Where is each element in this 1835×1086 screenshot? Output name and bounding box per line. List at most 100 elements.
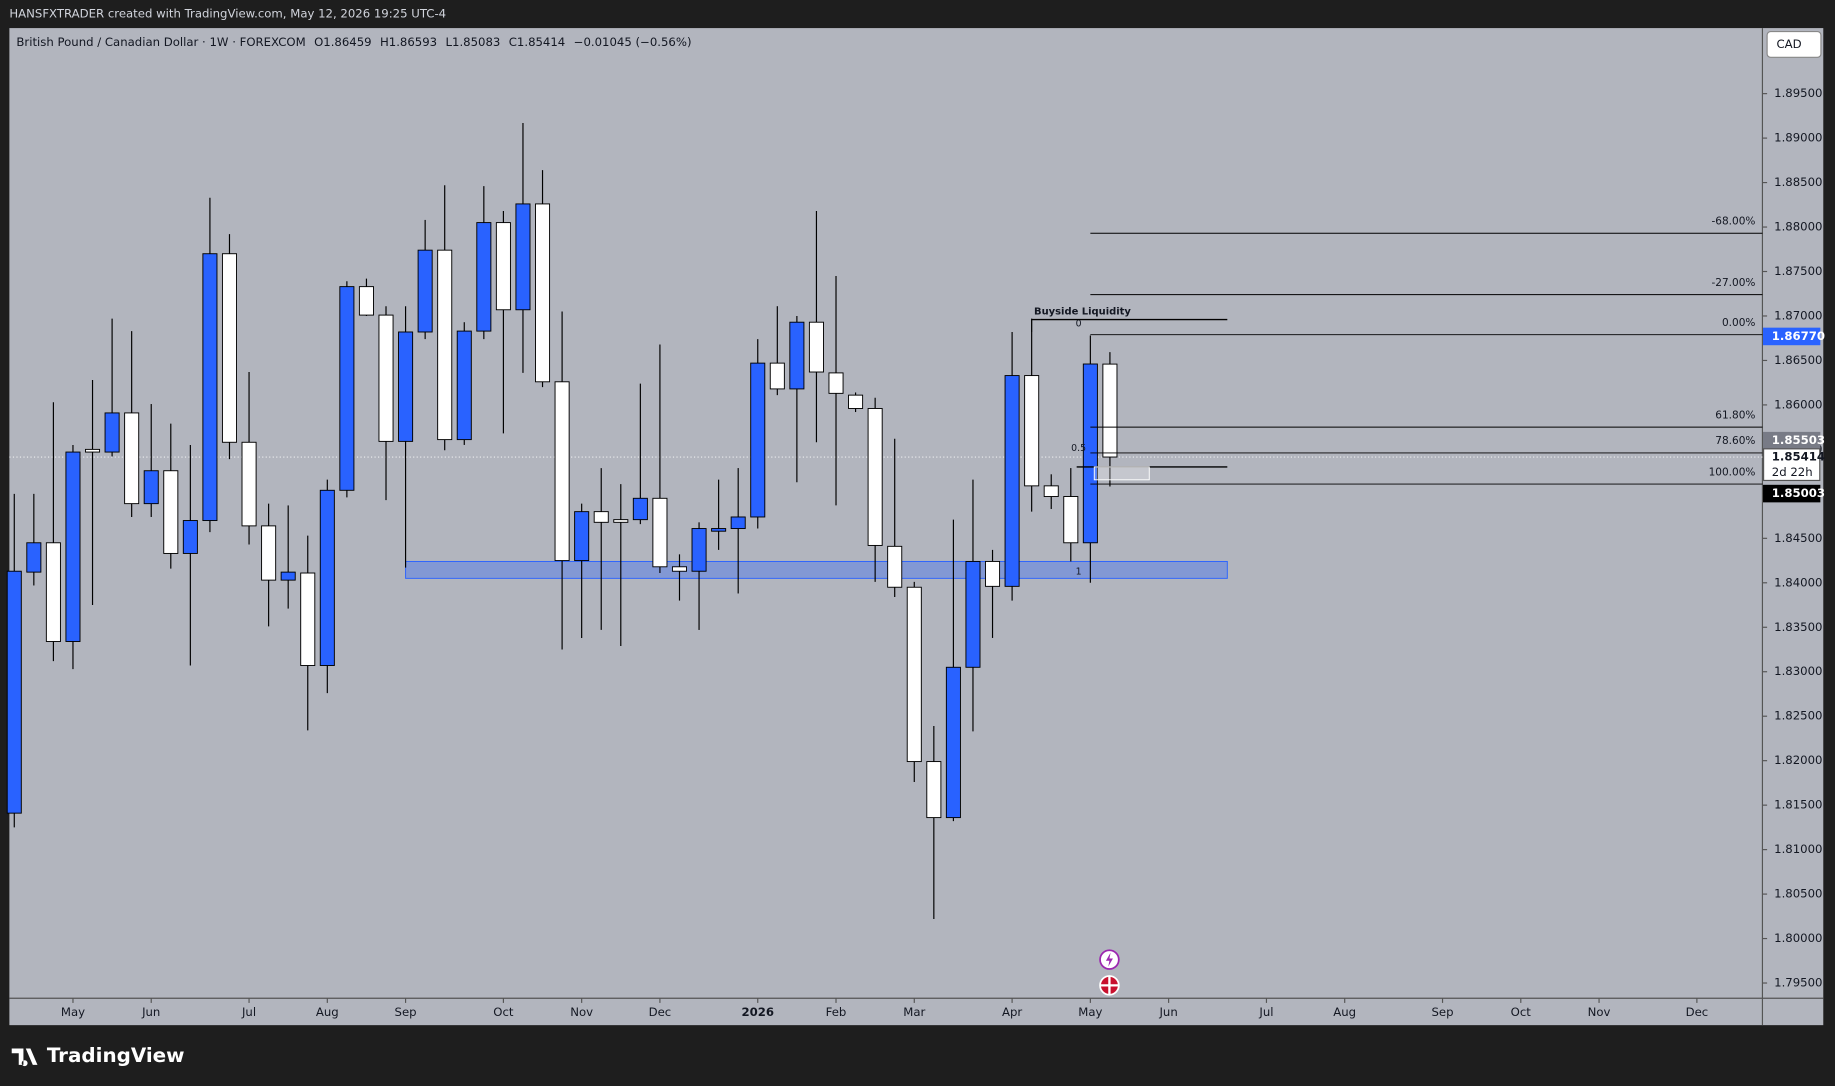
body — [1043, 485, 1059, 497]
legend-close: C1.85414 — [509, 35, 565, 49]
candle — [730, 468, 746, 594]
body — [398, 331, 414, 442]
body — [476, 222, 492, 332]
buyside-label: Buyside Liquidity — [1034, 306, 1131, 317]
candle — [632, 383, 648, 525]
candle — [1004, 331, 1020, 601]
currency-box[interactable] — [1766, 31, 1822, 58]
candle — [1043, 474, 1059, 509]
candle — [261, 503, 277, 627]
y-tick-label: 1.89000 — [1774, 131, 1822, 145]
candle — [554, 311, 570, 650]
x-tick-label: Mar — [903, 1005, 925, 1019]
candle — [1102, 352, 1118, 487]
body — [613, 519, 629, 523]
candle — [143, 404, 159, 517]
candle — [750, 339, 766, 529]
candle — [985, 549, 1001, 638]
candle — [926, 725, 942, 919]
body — [85, 448, 101, 453]
body — [124, 412, 140, 505]
body — [1102, 363, 1118, 458]
candle — [671, 554, 688, 601]
candle — [965, 479, 981, 732]
fib-label: -27.00% — [1712, 277, 1756, 289]
fib-anchor-label: 1 — [1076, 567, 1082, 578]
candle — [202, 197, 218, 533]
y-tick-label: 1.80500 — [1774, 887, 1822, 901]
body — [535, 203, 551, 383]
body — [26, 542, 42, 573]
body — [750, 362, 766, 518]
candle — [85, 380, 101, 606]
candle — [691, 522, 707, 630]
body — [671, 566, 688, 572]
y-tick-label: 1.81500 — [1774, 798, 1822, 812]
body — [554, 381, 570, 562]
body — [1004, 375, 1020, 587]
candle — [378, 306, 394, 501]
body — [104, 412, 120, 453]
body — [867, 408, 883, 546]
body — [945, 666, 961, 819]
candle — [6, 493, 22, 828]
y-tick-label: 1.83500 — [1774, 620, 1822, 634]
candle — [104, 318, 120, 457]
price-tag — [1763, 484, 1821, 503]
candle — [1024, 318, 1040, 512]
candle — [398, 306, 414, 568]
body — [456, 330, 472, 441]
candle — [867, 397, 883, 582]
body — [6, 570, 22, 814]
body — [45, 542, 61, 642]
candle — [574, 503, 590, 638]
candle — [280, 505, 296, 609]
body — [221, 253, 238, 443]
x-tick-label: Sep — [1432, 1005, 1454, 1019]
event-bolt — [1105, 952, 1113, 967]
candle — [124, 331, 140, 517]
candle — [906, 581, 922, 783]
x-tick-label: Sep — [395, 1005, 417, 1019]
body — [515, 203, 531, 311]
y-tick-label: 1.81000 — [1774, 842, 1822, 856]
y-tick-label: 1.83000 — [1774, 664, 1822, 678]
y-tick-label: 1.89500 — [1774, 86, 1822, 100]
currency[interactable]: CAD — [1776, 37, 1801, 51]
candle — [339, 281, 355, 498]
body — [1024, 375, 1040, 487]
body — [495, 222, 511, 311]
legend-low: L1.85083 — [446, 35, 501, 49]
y-tick-label: 1.88000 — [1774, 220, 1822, 234]
body — [691, 528, 707, 572]
body — [828, 372, 844, 394]
body — [339, 286, 355, 491]
body — [769, 362, 785, 390]
x-tick-label: May — [61, 1005, 85, 1019]
x-tick-label: Oct — [493, 1005, 514, 1019]
candle — [182, 444, 198, 666]
y-tick-label: 1.87000 — [1774, 308, 1822, 322]
y-tick-label: 1.82000 — [1774, 753, 1822, 767]
price-tag — [1763, 327, 1821, 346]
candle — [163, 423, 179, 569]
flag-cross — [1100, 975, 1119, 995]
fib-label: 78.60% — [1715, 435, 1755, 447]
logo: TradingView — [11, 1044, 185, 1067]
candle — [593, 468, 609, 630]
x-tick-label: Aug — [1333, 1005, 1356, 1019]
legend-open: O1.86459 — [314, 35, 372, 49]
x-tick-label: 2026 — [741, 1005, 774, 1019]
price-tag-label: 1.85503 — [1772, 433, 1825, 447]
candle — [769, 306, 785, 396]
body — [730, 516, 746, 530]
candle — [476, 186, 492, 340]
body — [711, 528, 727, 532]
candle — [535, 170, 551, 388]
candle — [319, 479, 335, 694]
body — [300, 572, 316, 666]
x-tick-label: Jun — [1158, 1005, 1177, 1019]
body — [926, 761, 942, 819]
body — [808, 321, 824, 373]
header: HANSFXTRADER created with TradingView.co… — [9, 7, 446, 21]
